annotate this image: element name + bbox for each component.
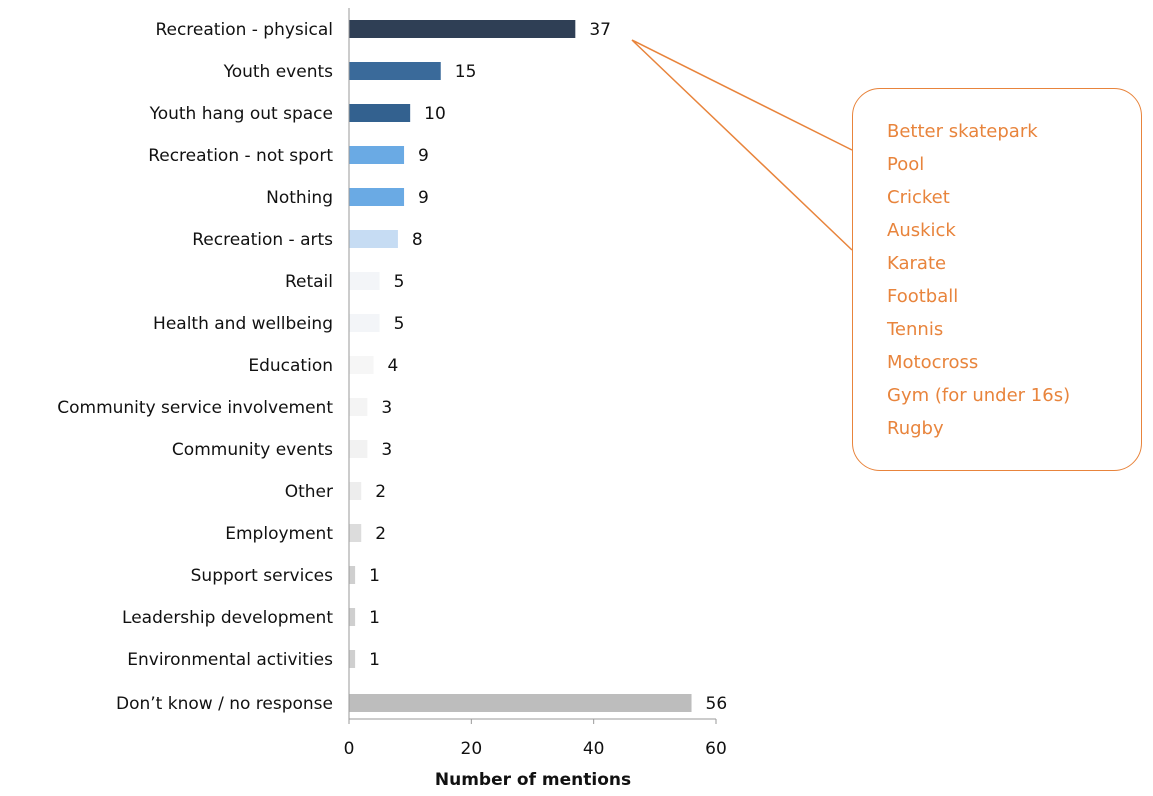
callout-item: Motocross: [887, 352, 979, 373]
callout-item: Football: [887, 286, 959, 307]
category-label: Employment: [225, 524, 333, 544]
bar: [349, 356, 374, 374]
x-tick-label: 60: [705, 739, 727, 759]
callout-item: Auskick: [887, 220, 956, 241]
bar: [349, 694, 692, 712]
category-label: Other: [285, 482, 333, 502]
category-label: Leadership development: [122, 608, 333, 628]
x-tick-label: 0: [344, 739, 355, 759]
category-label: Don’t know / no response: [116, 694, 333, 714]
callout-box: Better skatepark Pool Cricket Auskick Karate…: [852, 88, 1142, 471]
category-label: Support services: [191, 566, 334, 586]
category-label: Youth hang out space: [149, 104, 333, 124]
bar: [349, 230, 398, 248]
category-label: Recreation - arts: [192, 230, 333, 250]
callout-item: Better skatepark: [887, 121, 1038, 142]
bar: [349, 62, 441, 80]
category-label: Nothing: [266, 188, 333, 208]
bar: [349, 398, 368, 416]
bar: [349, 20, 576, 38]
bar: [349, 566, 356, 584]
category-label: Health and wellbeing: [153, 314, 333, 334]
category-label: Recreation - not sport: [148, 146, 333, 166]
value-label: 2: [375, 524, 386, 544]
value-label: 10: [424, 104, 446, 124]
callout-item: Pool: [887, 154, 925, 175]
category-label: Environmental activities: [127, 650, 333, 670]
value-label: 4: [387, 356, 398, 376]
value-label: 56: [706, 694, 728, 714]
category-label: Community events: [172, 440, 333, 460]
value-label: 2: [375, 482, 386, 502]
bar: [349, 650, 356, 668]
x-axis-title: Number of mentions: [435, 770, 631, 790]
bar: [349, 146, 405, 164]
value-label: 5: [394, 272, 405, 292]
callout-item: Rugby: [887, 418, 944, 439]
category-label: Retail: [285, 272, 333, 292]
bar: [349, 188, 405, 206]
bar: [349, 314, 380, 332]
bar: [349, 272, 380, 290]
category-label: Youth events: [223, 62, 334, 82]
bar: [349, 524, 362, 542]
category-label: Recreation - physical: [155, 20, 333, 40]
x-tick-label: 40: [583, 739, 605, 759]
value-label: 1: [369, 608, 380, 628]
value-label: 1: [369, 566, 380, 586]
callout-item: Cricket: [887, 187, 950, 208]
bar: [349, 440, 368, 458]
value-label: 1: [369, 650, 380, 670]
value-label: 5: [394, 314, 405, 334]
x-axis: 0 20 40 60: [344, 8, 727, 759]
value-label: 15: [455, 62, 477, 82]
bar: [349, 104, 411, 122]
callout-item: Gym (for under 16s): [887, 385, 1071, 406]
value-label: 3: [381, 440, 392, 460]
bar: [349, 608, 356, 626]
value-label: 9: [418, 146, 429, 166]
value-label: 9: [418, 188, 429, 208]
value-label: 8: [412, 230, 423, 250]
callout-item: Tennis: [887, 319, 944, 340]
x-tick-label: 20: [461, 739, 483, 759]
callout-list: Better skatepark Pool Cricket Auskick Karate…: [887, 115, 1141, 445]
callout-item: Karate: [887, 253, 947, 274]
category-label: Community service involvement: [57, 398, 333, 418]
value-label: 3: [381, 398, 392, 418]
value-label: 37: [589, 20, 611, 40]
category-label: Education: [248, 356, 333, 376]
bar: [349, 482, 362, 500]
